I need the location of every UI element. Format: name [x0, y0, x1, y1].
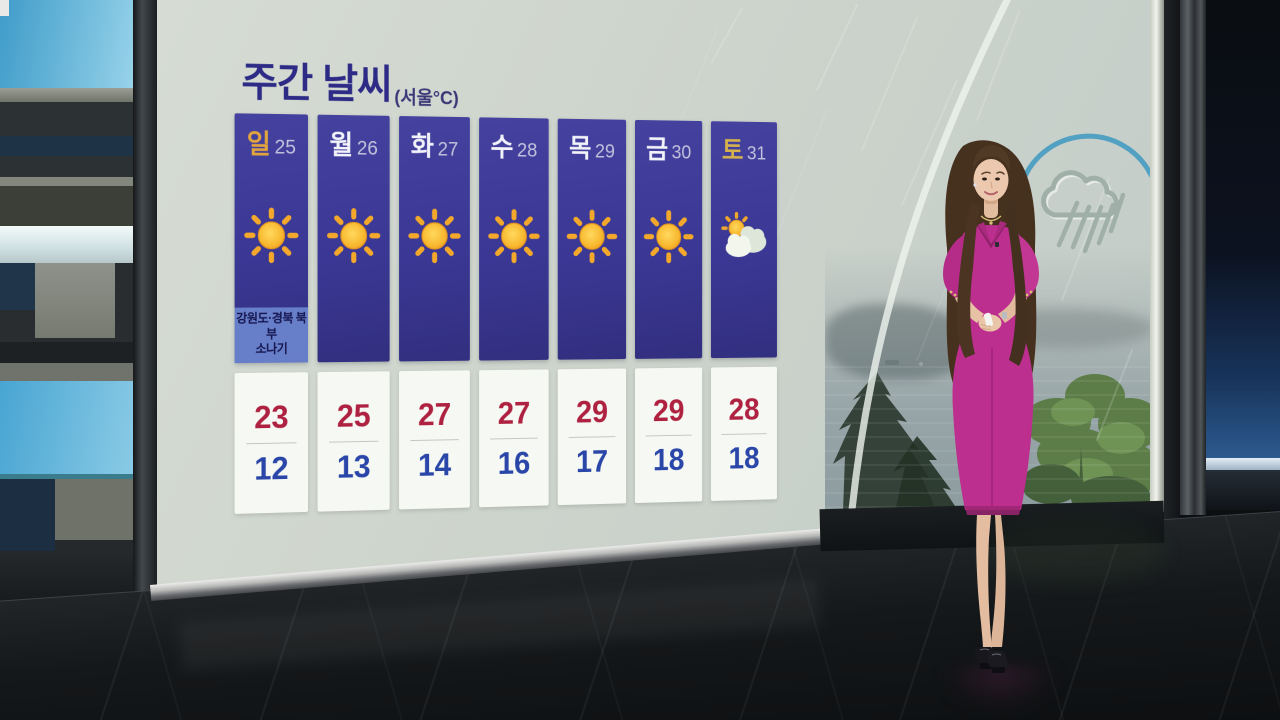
navy-block [0, 479, 55, 551]
sunny-icon [487, 208, 541, 264]
pillar-base [1206, 470, 1280, 510]
navy-inset [0, 136, 136, 156]
temperature-card: 23 12 [234, 372, 308, 514]
forecast-column-sun: 일 25 강원도·경북 북부 소나기 23 12 [234, 113, 308, 514]
low-temp: 13 [336, 448, 371, 485]
forecast-column-sat: 토 31 28 18 [710, 121, 777, 501]
forecast-column-fri: 금 30 29 18 [634, 119, 703, 504]
high-temp: 27 [497, 395, 531, 431]
day-name: 일 [246, 129, 271, 160]
dark-panel [0, 186, 136, 226]
day-header: 일 25 강원도·경북 북부 소나기 [234, 113, 308, 364]
temp-divider [410, 438, 459, 441]
gray-block [35, 263, 115, 338]
tree-reflection [985, 522, 1165, 582]
day-date: 28 [517, 140, 538, 162]
sunny-icon [243, 206, 300, 264]
day-date: 26 [356, 137, 378, 160]
sunny-icon [407, 207, 462, 264]
monitor-sky-screen-bottom [0, 381, 136, 474]
day-name: 화 [410, 131, 434, 162]
corner-highlight [0, 0, 9, 16]
day-header: 목 29 [557, 118, 627, 360]
forecast-columns: 일 25 강원도·경북 북부 소나기 23 12 월 26 [234, 113, 777, 514]
day-header: 토 31 [710, 121, 777, 359]
high-temp: 25 [336, 397, 371, 434]
pillar-light-strip [1206, 458, 1280, 470]
high-temp: 23 [254, 398, 289, 435]
low-temp: 18 [652, 441, 685, 477]
temp-divider [246, 441, 297, 444]
temperature-card: 27 16 [479, 369, 549, 508]
note-line: 소나기 [255, 342, 288, 357]
day-date: 27 [437, 138, 459, 161]
board-title: 주간 날씨 [241, 58, 392, 108]
day-name: 월 [329, 130, 354, 161]
low-temp: 18 [728, 440, 760, 475]
forecast-column-tue: 화 27 27 14 [399, 116, 470, 510]
shelf-strip [0, 177, 136, 186]
temperature-card: 27 14 [399, 370, 470, 510]
day-header: 금 30 [634, 119, 703, 359]
temp-divider [568, 435, 616, 438]
low-temp: 12 [254, 449, 289, 487]
day-name: 금 [646, 135, 669, 164]
navy-block [0, 263, 35, 310]
temp-divider [721, 432, 767, 435]
weather-presenter [943, 140, 1039, 673]
forecast-column-mon: 월 26 25 13 [317, 114, 390, 512]
high-temp: 29 [652, 392, 685, 428]
temp-divider [329, 440, 379, 443]
studio-monitor-stack [0, 0, 136, 625]
day-name: 목 [569, 134, 592, 164]
temperature-card: 28 18 [710, 366, 777, 501]
rain-streaks-overlay [656, 0, 1133, 590]
temperature-card: 29 17 [557, 368, 627, 506]
low-temp: 14 [417, 446, 452, 483]
temperature-card: 25 13 [317, 371, 390, 512]
sunny-icon [326, 207, 381, 264]
shower-region-note: 강원도·경북 북부 소나기 [234, 307, 308, 364]
note-line: 강원도·경북 북부 [236, 311, 307, 341]
weekly-forecast-board: 주간 날씨 (서울°C) 일 25 강원도·경북 북부 소나기 23 12 [157, 0, 802, 590]
high-temp: 28 [728, 391, 760, 426]
sunny-icon [643, 209, 695, 264]
day-date: 31 [746, 143, 767, 165]
high-temp: 29 [576, 393, 609, 429]
day-date: 29 [595, 141, 615, 163]
temperature-card: 29 18 [634, 367, 703, 504]
dark-strip [0, 342, 136, 363]
scene-trees [833, 360, 1154, 512]
sunny-icon [566, 208, 618, 264]
pillar-gap [1164, 0, 1180, 520]
low-temp: 17 [576, 443, 609, 479]
day-header: 수 28 [479, 117, 549, 361]
day-name: 수 [490, 132, 514, 163]
day-date: 30 [671, 142, 692, 164]
day-header: 월 26 [317, 114, 390, 363]
presenter-reflection [940, 665, 1060, 715]
temp-divider [645, 434, 692, 436]
gray-block [55, 479, 136, 540]
sun-behind-cloud-icon [720, 211, 767, 258]
low-temp: 16 [497, 444, 531, 481]
teal-strip [0, 474, 136, 479]
light-panel [0, 226, 136, 263]
shelf-strip [0, 88, 136, 102]
temp-divider [490, 437, 538, 440]
day-name: 토 [721, 136, 744, 165]
pillar-blue-glow [1206, 0, 1280, 460]
pillar-metal-strip [1180, 0, 1206, 515]
shelf-strip [0, 363, 136, 381]
forecast-column-wed: 수 28 27 16 [479, 117, 549, 508]
wall-edge-highlight [1150, 0, 1164, 512]
monitor-sky-screen-top [0, 0, 136, 88]
day-header: 화 27 [399, 116, 470, 362]
studio-pillar-left [133, 0, 159, 612]
board-unit-label: (서울°C) [394, 87, 459, 110]
forecast-column-thu: 목 29 29 17 [557, 118, 627, 506]
day-date: 25 [274, 136, 297, 159]
high-temp: 27 [417, 396, 452, 432]
